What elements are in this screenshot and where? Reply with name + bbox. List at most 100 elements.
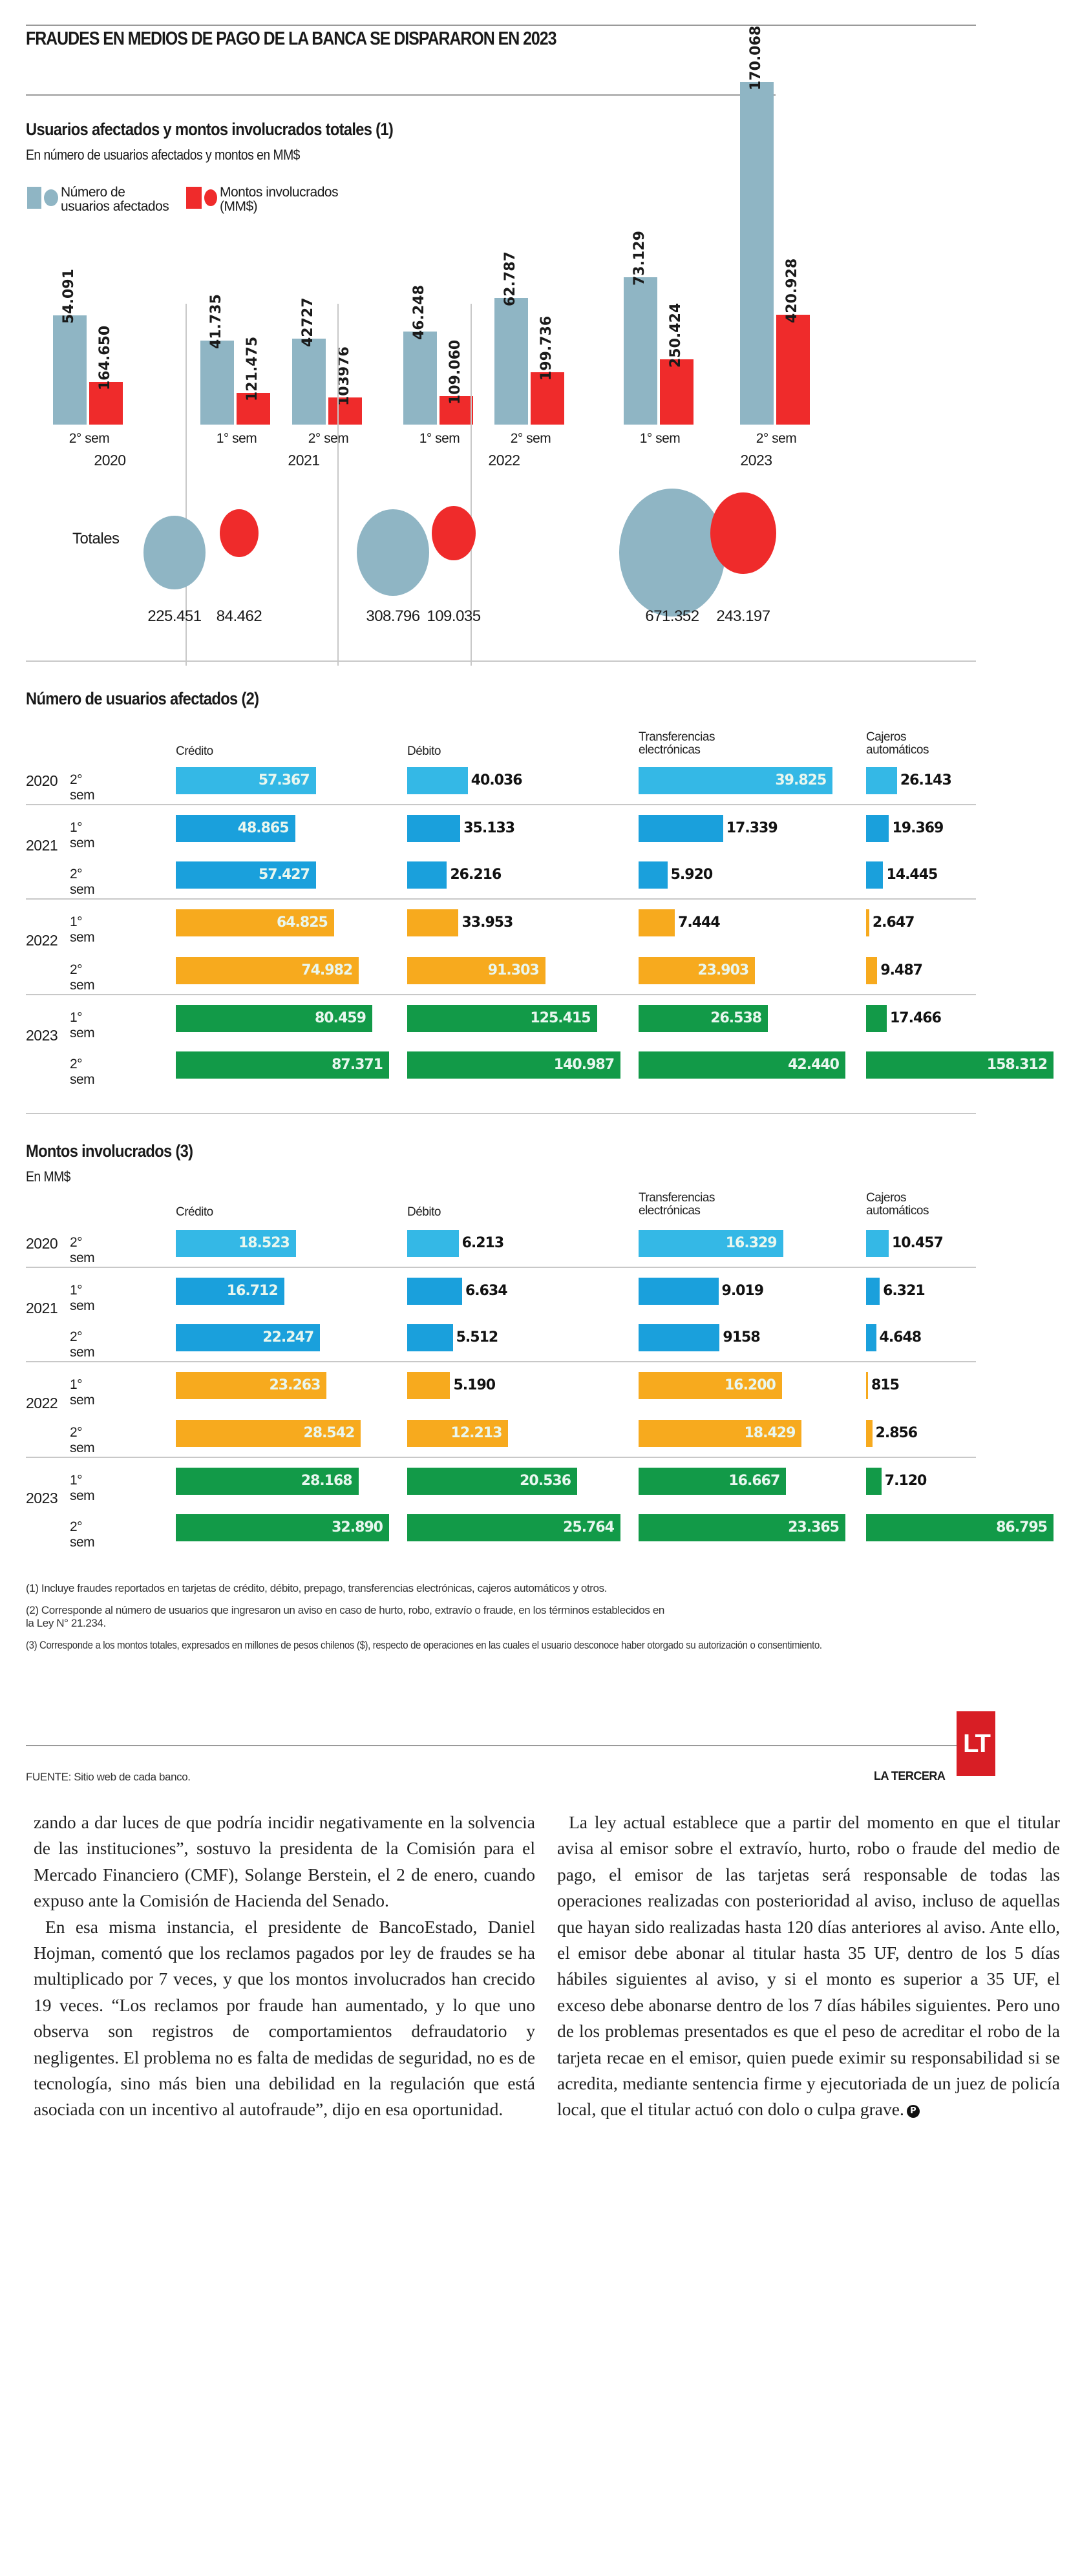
- article-paragraph: zando a dar luces de que podría incidir …: [34, 1812, 535, 1911]
- semester-label: 1° sem: [419, 431, 460, 446]
- table-value: 22.247: [262, 1329, 314, 1346]
- bar-label-montos: 121.475: [244, 336, 260, 401]
- row-year-label: 2023: [26, 1490, 58, 1506]
- bubble-montos: [220, 509, 259, 558]
- row-year-label: 2020: [26, 1235, 58, 1252]
- table-value: 16.667: [728, 1473, 780, 1489]
- top-rule: [26, 25, 976, 26]
- table-bar: [639, 957, 756, 984]
- legend-label-montos: Montos involucrados (MM$): [220, 185, 339, 214]
- column-header: Débito: [407, 745, 441, 758]
- bar-label-usuarios: 46.248: [411, 284, 427, 340]
- row-semester-label: 2° sem: [70, 1235, 95, 1265]
- bar-label-montos: 109.060: [447, 339, 463, 405]
- table-value: 86.795: [996, 1519, 1048, 1536]
- year-label: 2022: [488, 452, 520, 469]
- table-value: 6.213: [461, 1235, 505, 1251]
- article-column-1: zando a dar luces de que podría incidir …: [34, 1810, 535, 2123]
- table-bar: [866, 1324, 876, 1351]
- bar-usuarios: [403, 331, 437, 425]
- legend-square-usuarios: [27, 187, 41, 209]
- row-year-label: 2021: [26, 1300, 58, 1316]
- table-value: 25.764: [563, 1519, 615, 1536]
- row-year-label: 2022: [26, 932, 58, 949]
- table-bar: [639, 1230, 783, 1257]
- total-usuarios: 671.352: [645, 607, 699, 625]
- table-bar: [407, 1278, 462, 1305]
- table-value: 16.200: [724, 1377, 776, 1393]
- column-header-line1: Cajeros: [866, 730, 906, 744]
- section1-rule: [26, 660, 976, 662]
- bar-usuarios: [740, 82, 774, 425]
- table-bar: [866, 1468, 882, 1495]
- table-value: 14.445: [886, 867, 938, 883]
- section2-rule: [26, 1113, 976, 1114]
- table-bar: [176, 1514, 389, 1541]
- legend-square-montos: [186, 187, 202, 209]
- row-divider: [26, 1361, 976, 1362]
- total-montos: 84.462: [216, 607, 262, 625]
- bar-usuarios: [292, 338, 326, 425]
- table-bar: [639, 1278, 719, 1305]
- table-bar: [407, 1324, 453, 1351]
- year-divider: [471, 304, 472, 666]
- article-paragraph: En esa misma instancia, el presidente de…: [34, 1916, 535, 2120]
- table-bar: [407, 909, 459, 936]
- semester-label: 2° sem: [756, 431, 797, 446]
- table-value: 9.019: [721, 1283, 765, 1299]
- row-divider: [26, 1267, 976, 1268]
- table-value: 140.987: [553, 1057, 615, 1073]
- row-semester-label: 1° sem: [70, 1473, 95, 1503]
- table-bar: [639, 909, 675, 936]
- table-value: 26.538: [710, 1010, 762, 1026]
- bar-label-usuarios: 41.735: [208, 294, 224, 349]
- section1-title: Usuarios afectados y montos involucrados…: [26, 120, 394, 139]
- table-value: 125.415: [530, 1010, 591, 1026]
- row-semester-label: 2° sem: [70, 962, 95, 993]
- table-bar: [407, 1468, 578, 1495]
- table-bar: [407, 861, 447, 889]
- table-bar: [176, 957, 359, 984]
- bar-label-usuarios: 54.091: [61, 269, 77, 324]
- table-bar: [866, 909, 869, 936]
- table-value: 23.903: [697, 962, 749, 978]
- bar-montos: [439, 396, 473, 425]
- table-bar: [866, 957, 878, 984]
- table-value: 57.427: [258, 867, 310, 883]
- table-value: 32.890: [332, 1519, 383, 1536]
- bar-label-montos: 199.736: [538, 316, 555, 381]
- table-bar: [866, 1051, 1054, 1079]
- column-header-line1: Cajeros: [866, 1191, 906, 1205]
- table-value: 7.444: [678, 914, 721, 931]
- row-divider: [26, 994, 976, 995]
- bubble-montos: [432, 505, 476, 561]
- row-semester-label: 2° sem: [70, 1519, 95, 1550]
- main-title: FRAUDES EN MEDIOS DE PAGO DE LA BANCA SE…: [26, 28, 556, 49]
- table-bar: [866, 1230, 889, 1257]
- column-header: Transferencias electrónicas: [639, 1192, 715, 1218]
- table-value: 9.487: [880, 962, 923, 978]
- table-bar: [639, 1324, 720, 1351]
- table-value: 18.429: [744, 1425, 796, 1441]
- table-value: 23.263: [269, 1377, 321, 1393]
- table-bar: [176, 1278, 284, 1305]
- bar-label-montos: 250.424: [668, 302, 684, 368]
- table-value: 26.143: [900, 772, 952, 788]
- footnote-2: (2) Corresponde al número de usuarios qu…: [26, 1604, 664, 1629]
- table-bar: [639, 815, 723, 842]
- bar-label-usuarios: 170.068: [748, 25, 764, 90]
- bar-montos: [660, 359, 694, 425]
- section3-subtitle: En MM$: [26, 1168, 70, 1185]
- end-of-article-icon: P: [906, 2105, 920, 2118]
- table-value: 87.371: [332, 1057, 383, 1073]
- section3-title: Montos involucrados (3): [26, 1141, 193, 1161]
- table-bar: [407, 957, 545, 984]
- table-value: 40.036: [471, 772, 523, 788]
- table-value: 48.865: [237, 820, 290, 836]
- bar-label-montos: 164.650: [97, 325, 113, 390]
- table-value: 26.216: [450, 867, 502, 883]
- column-header: Crédito: [176, 1206, 213, 1219]
- bar-usuarios: [624, 277, 657, 425]
- column-header: Cajeros automáticos: [866, 731, 929, 757]
- row-year-label: 2021: [26, 837, 58, 854]
